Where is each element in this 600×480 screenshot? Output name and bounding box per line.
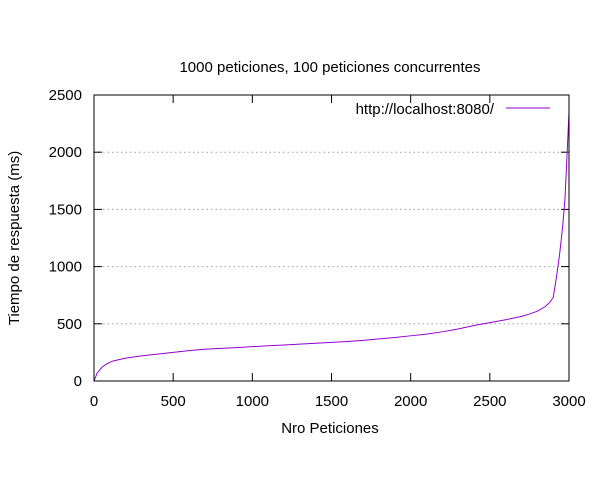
y-tick-labels: 0 500 1000 1500 2000 2500	[49, 87, 82, 390]
legend-label: http://localhost:8080/	[356, 101, 495, 118]
x-tick-label: 1000	[236, 393, 269, 410]
y-tick-label: 2500	[49, 87, 82, 104]
y-tick-label: 2000	[49, 144, 82, 161]
chart-title: 1000 peticiones, 100 peticiones concurre…	[179, 59, 480, 76]
legend: http://localhost:8080/	[356, 101, 550, 118]
x-tick-label: 1500	[315, 393, 348, 410]
axis-ticks	[93, 94, 570, 382]
y-tick-label: 500	[57, 316, 82, 333]
y-tick-label: 1500	[49, 201, 82, 218]
plot-frame	[93, 94, 570, 382]
x-axis-label: Nro Peticiones	[281, 420, 379, 437]
series-line	[93, 112, 570, 382]
y-tick-label: 0	[74, 373, 82, 390]
x-tick-label: 0	[90, 393, 98, 410]
grid-lines	[94, 151, 569, 325]
x-tick-labels: 0 500 1000 1500 2000 2500 3000	[90, 393, 586, 410]
x-tick-label: 3000	[552, 393, 585, 410]
x-tick-label: 500	[161, 393, 186, 410]
series-group	[93, 112, 570, 382]
x-tick-label: 2000	[394, 393, 427, 410]
y-tick-label: 1000	[49, 259, 82, 276]
x-tick-label: 2500	[473, 393, 506, 410]
y-axis-label: Tiempo de respuesta (ms)	[6, 151, 23, 326]
